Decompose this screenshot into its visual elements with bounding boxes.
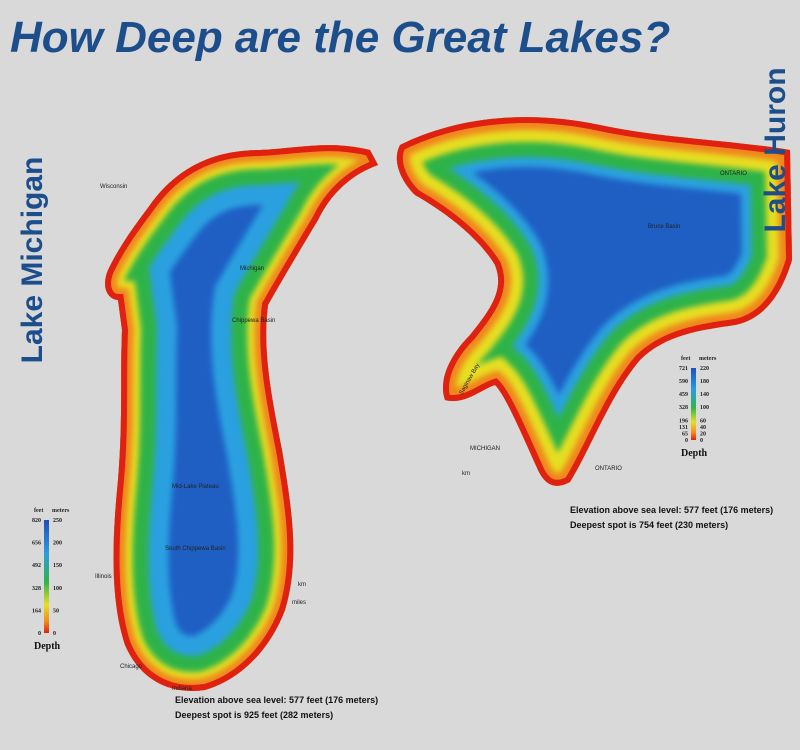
legend-meters-label: 220 bbox=[700, 366, 709, 372]
legend-feet-label: 721 bbox=[679, 366, 688, 372]
place-label: Michigan bbox=[240, 266, 264, 272]
legend-feet-label: 164 bbox=[32, 608, 41, 614]
deepest-note: Deepest spot is 925 feet (282 meters) bbox=[175, 710, 333, 720]
deepest-note: Deepest spot is 754 feet (230 meters) bbox=[570, 520, 728, 530]
legend-depth-label: Depth bbox=[681, 448, 708, 459]
legend-feet-label: 0 bbox=[38, 631, 41, 637]
legend-depth-label: Depth bbox=[34, 641, 61, 652]
legend-feet-label: 0 bbox=[685, 438, 688, 444]
legend-meters-label: 20 bbox=[700, 432, 706, 438]
place-label: ONTARIO bbox=[720, 171, 747, 177]
elevation-note: Elevation above sea level: 577 feet (176… bbox=[175, 695, 378, 705]
place-label: Illinois bbox=[95, 574, 112, 580]
place-label: ONTARIO bbox=[595, 466, 622, 472]
legend-feet-label: 590 bbox=[679, 379, 688, 385]
legend-meters-label: 150 bbox=[53, 563, 62, 569]
place-label: Chippewa Basin bbox=[232, 318, 275, 324]
legend-feet-label: 492 bbox=[32, 563, 41, 569]
legend-feet-label: 328 bbox=[679, 405, 688, 411]
place-label: Wisconsin bbox=[100, 184, 127, 190]
place-label: Mid-Lake Plateau bbox=[172, 484, 219, 490]
legend-meters-label: 250 bbox=[53, 518, 62, 524]
legend-bar bbox=[44, 520, 49, 633]
legend-feet-label: 459 bbox=[679, 392, 688, 398]
place-label: km bbox=[298, 582, 306, 588]
place-label: miles bbox=[292, 600, 306, 606]
legend-feet-label: 328 bbox=[32, 586, 41, 592]
place-label: Chicago bbox=[120, 664, 143, 670]
legend-meters-label: 100 bbox=[53, 586, 62, 592]
lake-name: Lake Huron bbox=[759, 67, 792, 232]
legend-meters-label: 180 bbox=[700, 379, 709, 385]
legend-feet-header: feet bbox=[34, 508, 43, 514]
place-label: Indiana bbox=[172, 686, 192, 692]
legend-meters-label: 40 bbox=[700, 425, 706, 431]
lake-michigan-map bbox=[105, 145, 379, 691]
lake-name: Lake Michigan bbox=[16, 157, 49, 364]
legend-meters-label: 0 bbox=[700, 438, 703, 444]
title: How Deep are the Great Lakes? bbox=[10, 13, 670, 62]
place-label: MICHIGAN bbox=[470, 446, 500, 452]
legend-feet-label: 65 bbox=[682, 432, 688, 438]
legend-meters-header: meters bbox=[699, 356, 717, 362]
legend-meters-label: 140 bbox=[700, 392, 709, 398]
legend-meters-header: meters bbox=[52, 508, 70, 514]
legend-feet-label: 131 bbox=[679, 425, 688, 431]
legend-meters-label: 200 bbox=[53, 541, 62, 547]
legend-feet-label: 196 bbox=[679, 418, 688, 424]
legend-meters-label: 100 bbox=[700, 405, 709, 411]
legend-meters-label: 60 bbox=[700, 418, 706, 424]
elevation-note: Elevation above sea level: 577 feet (176… bbox=[570, 505, 773, 515]
legend-feet-header: feet bbox=[681, 356, 690, 362]
place-label: km bbox=[462, 471, 470, 477]
legend-feet-label: 820 bbox=[32, 518, 41, 524]
place-label: Bruce Basin bbox=[648, 224, 680, 230]
legend-meters-label: 0 bbox=[53, 631, 56, 637]
legend-bar bbox=[691, 368, 696, 440]
legend-feet-label: 656 bbox=[32, 541, 41, 547]
place-label: South Chippewa Basin bbox=[165, 546, 226, 552]
legend-meters-label: 50 bbox=[53, 608, 59, 614]
